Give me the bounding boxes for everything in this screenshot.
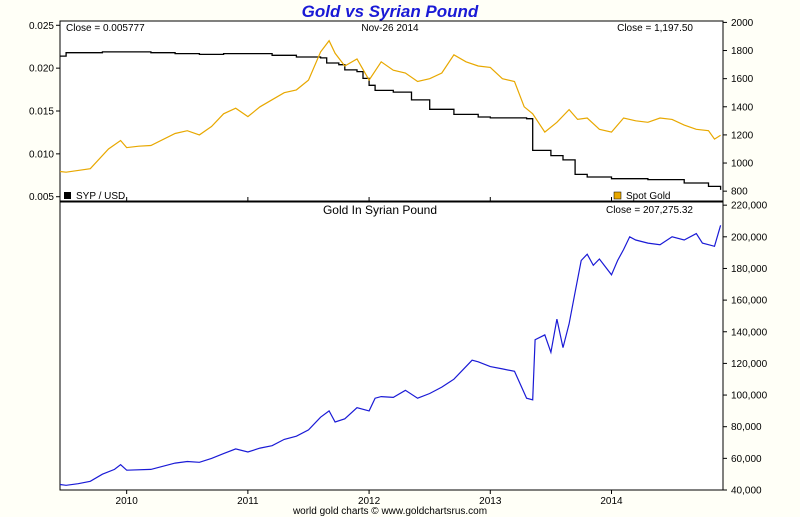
series-line-gold-in-syp: [59, 225, 722, 486]
top-plot-frame: [59, 20, 724, 202]
top-right-tick-label: 1200: [731, 130, 754, 141]
chart-title: Gold vs Syrian Pound: [302, 2, 479, 21]
bottom-header-right: Close = 207,275.32: [606, 205, 693, 216]
legend-label-gold: Spot Gold: [626, 191, 670, 202]
series-line-spot-gold: [59, 39, 721, 173]
legend-swatch-syp: [64, 192, 71, 199]
top-right-tick-label: 1400: [731, 102, 754, 113]
bottom-right-tick-label: 140,000: [731, 327, 768, 338]
bottom-right-tick-label: 100,000: [731, 391, 768, 402]
top-header-left: Close = 0.005777: [66, 23, 145, 34]
x-tick-label-2013: 2013: [479, 496, 502, 507]
bottom-right-tick-label: 220,000: [731, 201, 768, 212]
bottom-right-tick-label: 200,000: [731, 232, 768, 243]
top-left-tick-label: 0.025: [29, 21, 54, 32]
x-tick-label-2012: 2012: [358, 496, 381, 507]
top-right-tick-label: 800: [731, 187, 748, 198]
top-right-tick-label: 1800: [731, 46, 754, 57]
bottom-right-tick-label: 40,000: [731, 486, 762, 497]
top-right-tick-label: 1600: [731, 74, 754, 85]
legend-label-syp: SYP / USD: [76, 191, 125, 202]
legend-swatch-gold: [613, 191, 622, 200]
x-tick-label-2010: 2010: [116, 496, 139, 507]
top-left-tick-label: 0.020: [29, 64, 54, 75]
bottom-panel-title: Gold In Syrian Pound: [323, 203, 437, 217]
bottom-right-tick-label: 120,000: [731, 359, 768, 370]
bottom-plot-frame: [59, 201, 724, 491]
bottom-right-tick-label: 180,000: [731, 264, 768, 275]
top-left-tick-label: 0.005: [29, 192, 54, 203]
bottom-right-tick-label: 60,000: [731, 454, 762, 465]
footer-credit: world gold charts © www.goldchartsrus.co…: [292, 506, 487, 517]
bottom-right-tick-label: 80,000: [731, 422, 762, 433]
top-left-tick-label: 0.010: [29, 149, 54, 160]
series-line-syp-usd: [60, 51, 722, 190]
top-right-tick-label: 2000: [731, 18, 754, 29]
top-left-tick-label: 0.015: [29, 107, 54, 118]
top-right-tick-label: 1000: [731, 159, 754, 170]
bottom-right-tick-label: 160,000: [731, 296, 768, 307]
x-tick-label-2011: 2011: [237, 496, 259, 507]
top-header-center: Nov-26 2014: [361, 23, 419, 34]
x-tick-label-2014: 2014: [600, 496, 623, 507]
top-header-right: Close = 1,197.50: [617, 23, 693, 34]
